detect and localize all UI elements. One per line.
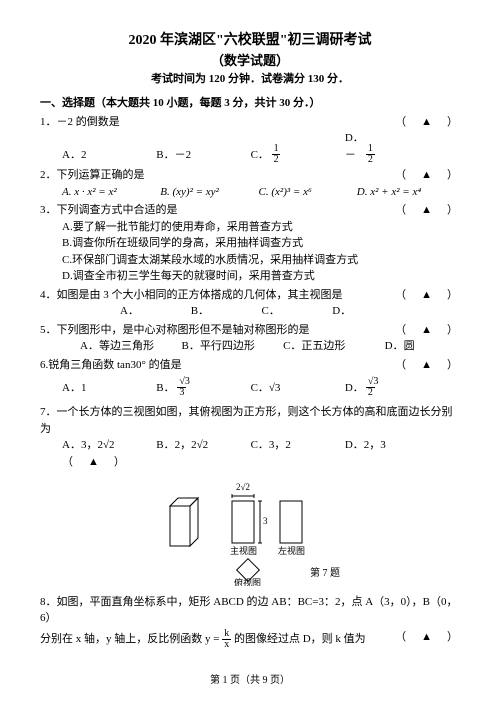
answer-blank: （ ▲ ） <box>395 202 460 219</box>
q7-label-side: 左视图 <box>278 545 305 556</box>
q3-C: C.环保部门调查太湖某段水域的水质情况，采用抽样调查方式 <box>62 252 460 269</box>
q1-D: D．－12 <box>345 130 437 165</box>
q7-options: A．3，2√2 B．2，2√2 C．3，2 D．2，3 （ ▲ ） <box>62 437 460 470</box>
exam-title: 2020 年滨湖区"六校联盟"初三调研考试 <box>40 30 460 51</box>
q5-B: B．平行四边形 <box>182 338 281 355</box>
q3-options: A.要了解一批节能灯的使用寿命，采用普查方式 B.调查你所在班级同学的身高，采用… <box>62 219 460 285</box>
question-2: （ ▲ ） 2．下列运算正确的是 <box>40 167 460 184</box>
q1-C: C．12 <box>251 144 343 165</box>
answer-blank: （ ▲ ） <box>395 629 460 646</box>
q7-D: D．2，3 <box>345 437 437 454</box>
q6-options: A．1 B．√33 C．√3 D．√32 <box>62 377 460 398</box>
exam-info: 考试时间为 120 分钟．试卷满分 130 分． <box>40 71 460 88</box>
q7-dim-top: 2√2 <box>236 482 250 492</box>
q5-C: C．正五边形 <box>283 338 382 355</box>
q6-D: D．√32 <box>345 377 437 398</box>
q2-A: A. x · x² = x² <box>62 184 158 201</box>
q3-A: A.要了解一批节能灯的使用寿命，采用普查方式 <box>62 219 460 236</box>
section-title: 一、选择题（本大题共 10 小题，每题 3 分，共计 30 分．） <box>40 95 460 112</box>
answer-blank: （ ▲ ） <box>62 454 154 471</box>
question-7: 7．一个长方体的三视图如图，其俯视图为正方形，则这个长方体的高和底面边长分别为 <box>40 404 460 437</box>
q2-B: B. (xy)² = xy² <box>160 184 256 201</box>
q7-figure: 2√2 3 主视图 左视图 俯视图 第 7 题 <box>40 476 460 592</box>
answer-blank: （ ▲ ） <box>395 322 460 339</box>
question-5: （ ▲ ） 5．下列图形中，是中心对称图形但不是轴对称图形的是 <box>40 322 460 339</box>
q4-A: A． <box>120 303 188 320</box>
page-footer: 第 1 页（共 9 页） <box>0 673 500 688</box>
question-4: （ ▲ ） 4．如图是由 3 个大小相同的正方体搭成的几何体，其主视图是 <box>40 287 460 304</box>
q7-B: B．2，2√2 <box>156 437 248 454</box>
answer-blank: （ ▲ ） <box>395 357 460 374</box>
question-8: 8．如图，平面直角坐标系中，矩形 ABCD 的边 AB：BC=3：2，点 A（3… <box>40 594 460 627</box>
q4-options: A． B． C． D． <box>120 303 460 320</box>
q5-options: A．等边三角形 B．平行四边形 C．正五边形 D．圆 <box>80 338 460 355</box>
q5-D: D．圆 <box>385 338 453 355</box>
q1-A: A．2 <box>62 147 154 164</box>
q8-stem-b: 分别在 x 轴，y 轴上，反比例函数 y = <box>40 633 222 645</box>
question-3: （ ▲ ） 3．下列调查方式中合适的是 <box>40 202 460 219</box>
q4-B: B． <box>191 303 259 320</box>
question-8b: （ ▲ ） 分别在 x 轴，y 轴上，反比例函数 y = kx 的图像经过点 D… <box>40 629 460 650</box>
q8-stem-a: 8．如图，平面直角坐标系中，矩形 ABCD 的边 AB：BC=3：2，点 A（3… <box>40 596 458 625</box>
q4-C: C． <box>262 303 330 320</box>
q6-B: B．√33 <box>156 377 248 398</box>
q8-frac: kx <box>222 629 231 650</box>
q7-views-svg: 2√2 3 主视图 左视图 俯视图 第 7 题 <box>150 476 350 586</box>
q1-options: A．2 B．－2 C．12 D．－12 <box>62 130 460 165</box>
q7-dim-h: 3 <box>263 516 268 526</box>
q7-caption: 第 7 题 <box>310 566 340 579</box>
q2-C: C. (x²)³ = x⁶ <box>259 184 355 201</box>
answer-blank: （ ▲ ） <box>395 114 460 131</box>
q6-A: A．1 <box>62 380 154 397</box>
q3-B: B.调查你所在班级同学的身高，采用抽样调查方式 <box>62 235 460 252</box>
q4-stem: 4．如图是由 3 个大小相同的正方体搭成的几何体，其主视图是 <box>40 289 343 301</box>
q2-D: D. x² + x² = x⁴ <box>357 184 453 201</box>
question-1: （ ▲ ） 1．－2 的倒数是 <box>40 114 460 131</box>
q2-stem: 2．下列运算正确的是 <box>40 169 145 181</box>
q7-A: A．3，2√2 <box>62 437 154 454</box>
q4-D: D． <box>332 303 400 320</box>
q1-B: B．－2 <box>156 147 248 164</box>
question-6: （ ▲ ） 6.锐角三角函数 tan30° 的值是 <box>40 357 460 374</box>
q5-stem: 5．下列图形中，是中心对称图形但不是轴对称图形的是 <box>40 324 310 336</box>
q3-D: D.调查全市初三学生每天的就寝时间，采用普查方式 <box>62 268 460 285</box>
q7-stem: 7．一个长方体的三视图如图，其俯视图为正方形，则这个长方体的高和底面边长分别为 <box>40 406 453 435</box>
q1-stem: 1．－2 的倒数是 <box>40 116 120 128</box>
q8-stem-c: 的图像经过点 D，则 k 值为 <box>231 633 365 645</box>
answer-blank: （ ▲ ） <box>395 287 460 304</box>
q6-C: C．√3 <box>251 380 343 397</box>
answer-blank: （ ▲ ） <box>395 167 460 184</box>
exam-subtitle: （数学试题） <box>40 51 460 71</box>
q5-A: A．等边三角形 <box>80 338 179 355</box>
q3-stem: 3．下列调查方式中合适的是 <box>40 204 178 216</box>
q7-label-top: 俯视图 <box>234 577 261 586</box>
q6-stem: 6.锐角三角函数 tan30° 的值是 <box>40 359 182 371</box>
q2-options: A. x · x² = x² B. (xy)² = xy² C. (x²)³ =… <box>62 184 460 201</box>
q7-C: C．3，2 <box>251 437 343 454</box>
q7-label-front: 主视图 <box>230 545 257 556</box>
